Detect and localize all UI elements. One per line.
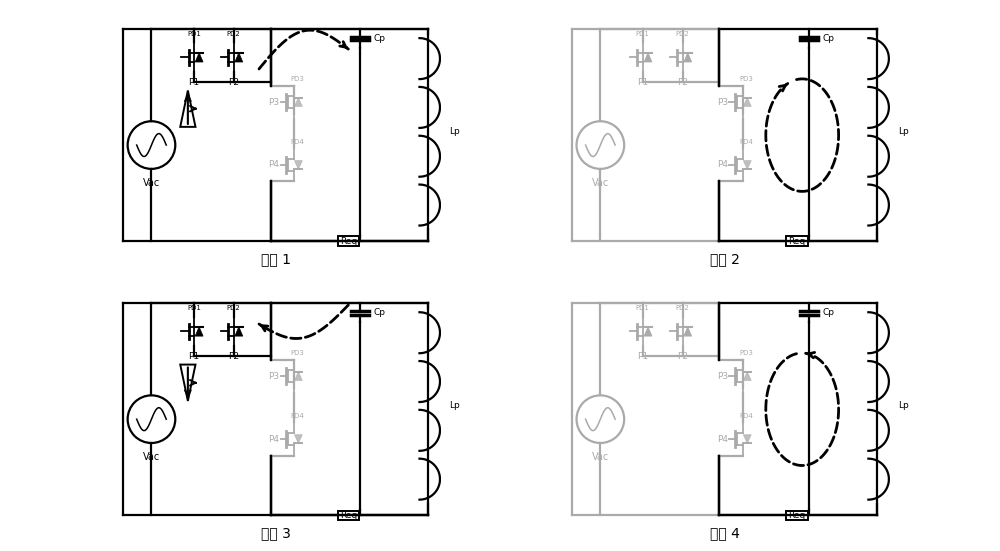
Text: Req: Req [340, 236, 357, 246]
Polygon shape [294, 98, 302, 106]
Text: P2: P2 [228, 352, 239, 361]
Text: 模式 1: 模式 1 [261, 252, 291, 266]
Text: Vac: Vac [143, 178, 160, 188]
Text: PD3: PD3 [740, 76, 754, 82]
Text: Req: Req [789, 236, 806, 246]
Text: P1: P1 [188, 352, 199, 361]
Polygon shape [743, 98, 751, 106]
Text: PD4: PD4 [291, 139, 305, 145]
Text: Vac: Vac [592, 178, 609, 188]
Polygon shape [195, 53, 203, 62]
Text: P4: P4 [268, 160, 279, 169]
Bar [786, 510, 808, 520]
Text: Cp: Cp [822, 308, 834, 317]
Text: PD2: PD2 [676, 31, 689, 37]
Text: P1: P1 [637, 352, 648, 361]
Text: Lp: Lp [898, 127, 908, 136]
Polygon shape [684, 327, 692, 336]
Polygon shape [644, 53, 652, 62]
Text: P4: P4 [717, 160, 728, 169]
Text: P1: P1 [188, 78, 199, 87]
Polygon shape [684, 53, 692, 62]
Text: PD4: PD4 [740, 139, 753, 145]
Text: P2: P2 [677, 78, 688, 87]
Text: Req: Req [789, 511, 806, 520]
Text: Lp: Lp [898, 402, 908, 410]
Text: PD2: PD2 [227, 305, 240, 311]
Text: PD4: PD4 [740, 413, 753, 419]
Bar [338, 236, 359, 246]
Polygon shape [743, 160, 751, 169]
Polygon shape [644, 327, 652, 336]
Text: PD1: PD1 [636, 31, 650, 37]
Text: P3: P3 [717, 372, 728, 381]
Text: P4: P4 [717, 435, 728, 444]
Text: PD2: PD2 [676, 305, 689, 311]
Text: PD1: PD1 [636, 305, 650, 311]
Text: P4: P4 [268, 435, 279, 444]
Text: P3: P3 [717, 98, 728, 106]
Text: Vac: Vac [592, 452, 609, 462]
Polygon shape [294, 160, 302, 169]
Bar [338, 510, 359, 520]
Text: P3: P3 [268, 372, 279, 381]
Polygon shape [235, 327, 243, 336]
Text: P2: P2 [228, 78, 239, 87]
Text: Cp: Cp [822, 34, 834, 43]
Text: Cp: Cp [373, 34, 385, 43]
Text: PD2: PD2 [227, 31, 240, 37]
Text: PD4: PD4 [291, 413, 305, 419]
Text: 模式 4: 模式 4 [710, 526, 739, 540]
Text: PD1: PD1 [187, 305, 201, 311]
Polygon shape [294, 372, 302, 380]
Text: Lp: Lp [449, 127, 460, 136]
Text: PD3: PD3 [291, 76, 305, 82]
Bar [786, 236, 808, 246]
Text: PD3: PD3 [291, 350, 305, 356]
Polygon shape [195, 327, 203, 336]
Text: Lp: Lp [449, 402, 460, 410]
Text: Vac: Vac [143, 452, 160, 462]
Polygon shape [743, 372, 751, 380]
Text: Req: Req [340, 511, 357, 520]
Text: P1: P1 [637, 78, 648, 87]
Text: 模式 2: 模式 2 [710, 252, 739, 266]
Text: PD1: PD1 [187, 31, 201, 37]
Text: P3: P3 [268, 98, 279, 106]
Text: PD3: PD3 [740, 350, 754, 356]
Polygon shape [235, 53, 243, 62]
Text: Cp: Cp [373, 308, 385, 317]
Text: 模式 3: 模式 3 [261, 526, 290, 540]
Polygon shape [294, 435, 302, 444]
Text: P2: P2 [677, 352, 688, 361]
Polygon shape [743, 435, 751, 444]
